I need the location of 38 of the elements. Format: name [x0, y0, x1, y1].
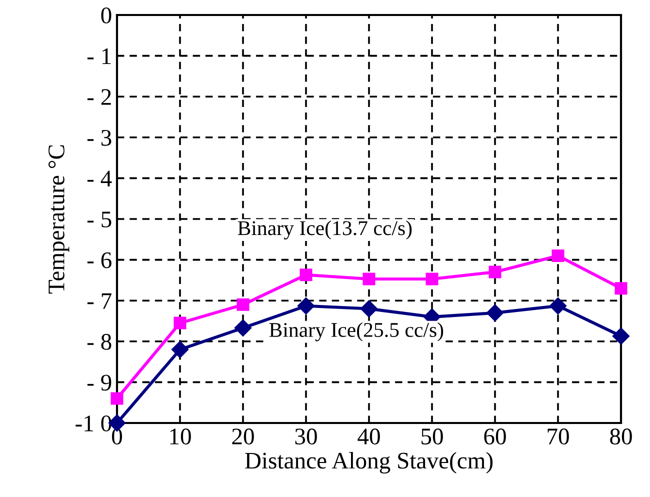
point [488, 266, 502, 278]
point [614, 282, 628, 295]
x-tick-label: 10 [170, 428, 191, 444]
point [236, 298, 250, 311]
y-tick-label: - 9 [87, 374, 112, 391]
point [612, 328, 630, 345]
x-tick-label: 70 [548, 428, 569, 444]
point [486, 304, 504, 322]
point [234, 319, 252, 336]
x-tick-label: 30 [295, 428, 317, 444]
point [171, 341, 189, 358]
point [360, 300, 378, 318]
x-tick-label: 50 [422, 428, 443, 444]
x-tick-label: 60 [484, 428, 506, 444]
x-tick-label: 20 [232, 428, 254, 444]
y-axis-title: Temperature °C [48, 145, 70, 294]
y-tick-label: - 3 [87, 130, 112, 146]
y-tick-label: - 5 [87, 212, 112, 228]
point [426, 272, 438, 286]
y-tick-label: - 6 [87, 252, 112, 268]
point [297, 297, 315, 314]
x-tick-label: 40 [358, 428, 380, 444]
y-tick-label: - 2 [87, 89, 111, 105]
y-tick-label: - 4 [87, 170, 112, 186]
x-axis-title: Distance Along Stave(cm) [245, 452, 493, 474]
point [549, 297, 567, 314]
y-tick-label: - 8 [87, 334, 112, 350]
point [174, 316, 186, 330]
y-tick-label: - 1 [87, 48, 111, 64]
point [362, 272, 376, 286]
point [552, 249, 564, 262]
series-label: Binary Ice(25.5 cc/s) [269, 322, 444, 342]
y-tick-label: - 7 [87, 293, 112, 309]
y-tick-label: 0 [101, 7, 112, 24]
x-tick-label: 80 [610, 428, 632, 444]
point [110, 392, 124, 405]
point [300, 268, 312, 282]
series-label: Binary Ice(13.7 cc/s) [238, 220, 412, 240]
